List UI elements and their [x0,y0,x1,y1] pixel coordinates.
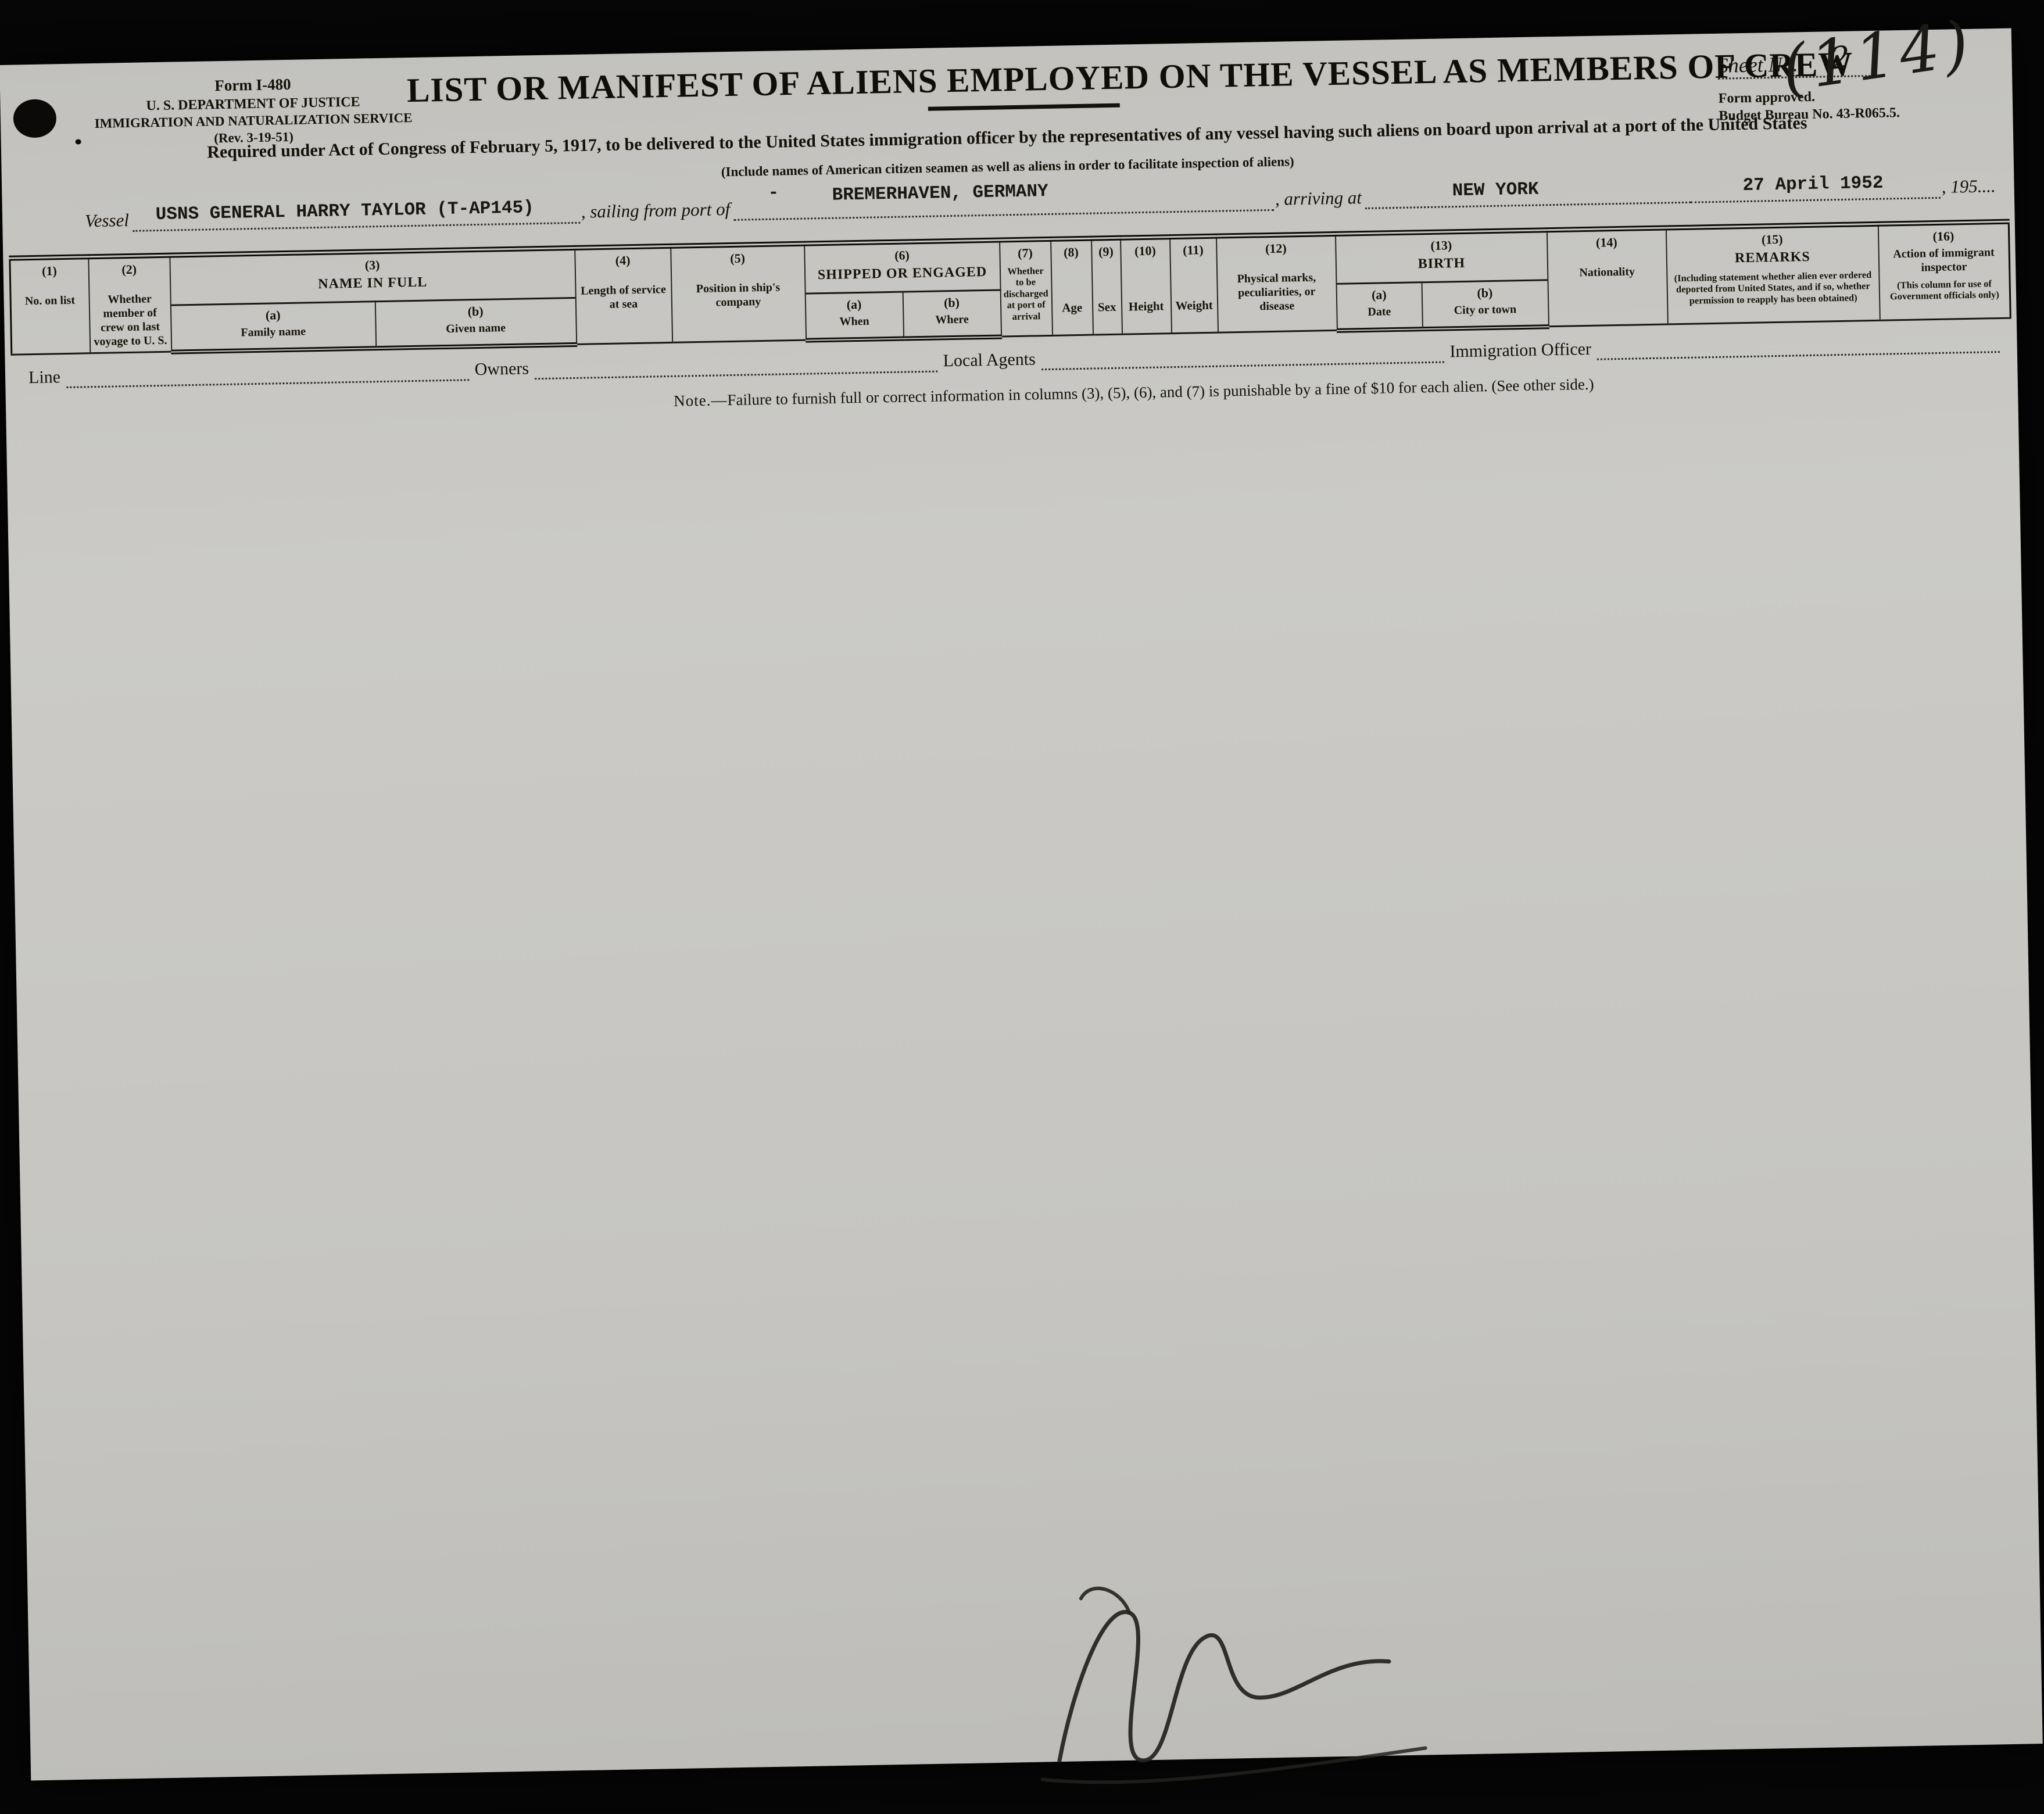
arrival-date-value: 27 April 1952 [1742,173,1884,196]
header-age: (8) Age [1050,238,1093,336]
owners-label: Owners [474,358,529,379]
line-field [66,359,470,388]
header-given-name: (b) Given name [375,298,577,348]
vessel-label: Vessel [84,209,130,231]
local-agents-label: Local Agents [943,349,1036,370]
owners-field [534,350,938,380]
header-birth-date: (a) Date [1336,282,1423,331]
handwritten-signature [1040,1587,1427,1784]
immigration-officer-label: Immigration Officer [1449,339,1592,361]
header-length-of-service: (4) Length of service at sea [574,246,672,345]
arrival-port-field: NEW YORK [1365,173,1691,209]
header-no-on-list: (1) No. on list [9,256,90,355]
dash-mark: - [768,183,779,203]
line-label: Line [28,367,61,387]
header-where: (b) Where [903,289,1001,339]
header-sex: (9) Sex [1091,238,1122,335]
header-height: (10) Height [1120,237,1172,335]
form-header: Form I-480 U. S. DEPARTMENT OF JUSTICE I… [0,7,2015,252]
departure-port-value: BREMERHAVEN, GERMANY [832,181,1049,206]
local-agents-field [1041,341,1444,370]
agency-block: Form I-480 U. S. DEPARTMENT OF JUSTICE I… [87,73,420,149]
header-position: (5) Position in ship's company [670,244,806,343]
header-member-last-voyage: (2) Whether member of crew on last voyage… [88,255,171,353]
note-word: Note.— [673,391,728,410]
vessel-name-value: USNS GENERAL HARRY TAYLOR (T-AP145) [155,198,535,226]
header-remarks: (15) REMARKS (Including statement whether … [1666,224,1880,324]
header-birth-city: (b) City or town [1422,280,1549,329]
header-name-in-full: (3) NAME IN FULL [169,248,576,306]
arriving-at-label: , arriving at [1275,187,1362,209]
year-label: , 195.... [1941,176,1996,197]
title-underline [928,103,1120,111]
header-family-name: (a) Family name [170,301,376,352]
port-field: - BREMERHAVEN, GERMANY [733,181,1275,221]
sailing-from-label: , sailing from port of [581,198,731,222]
header-shipped-or-engaged: (6) SHIPPED OR ENGAGED [804,239,1001,294]
header-when: (a) When [805,292,904,341]
header-weight: (11) Weight [1169,236,1218,334]
header-birth: (13) BIRTH [1335,230,1548,284]
arrival-date-field: 27 April 1952 [1690,169,1941,203]
immigration-officer-field [1596,331,2000,360]
manifest-page: Form I-480 U. S. DEPARTMENT OF JUSTICE I… [0,7,2043,1784]
page-title: LIST OR MANIFEST OF ALIENS EMPLOYED ON T… [406,44,1854,110]
vessel-field: USNS GENERAL HARRY TAYLOR (T-AP145) [132,194,581,232]
header-inspector-action: (16) Action of immigrant inspector (This c… [1878,221,2011,321]
arrival-port-value: NEW YORK [1452,179,1539,202]
title-block: LIST OR MANIFEST OF ALIENS EMPLOYED ON T… [406,44,1854,120]
header-nationality: (14) Nationality [1547,227,1668,327]
header-physical-marks: (12) Physical marks, peculiarities, or di… [1216,234,1337,333]
header-discharged: (7) Whether to be discharged at port of a… [999,239,1053,337]
